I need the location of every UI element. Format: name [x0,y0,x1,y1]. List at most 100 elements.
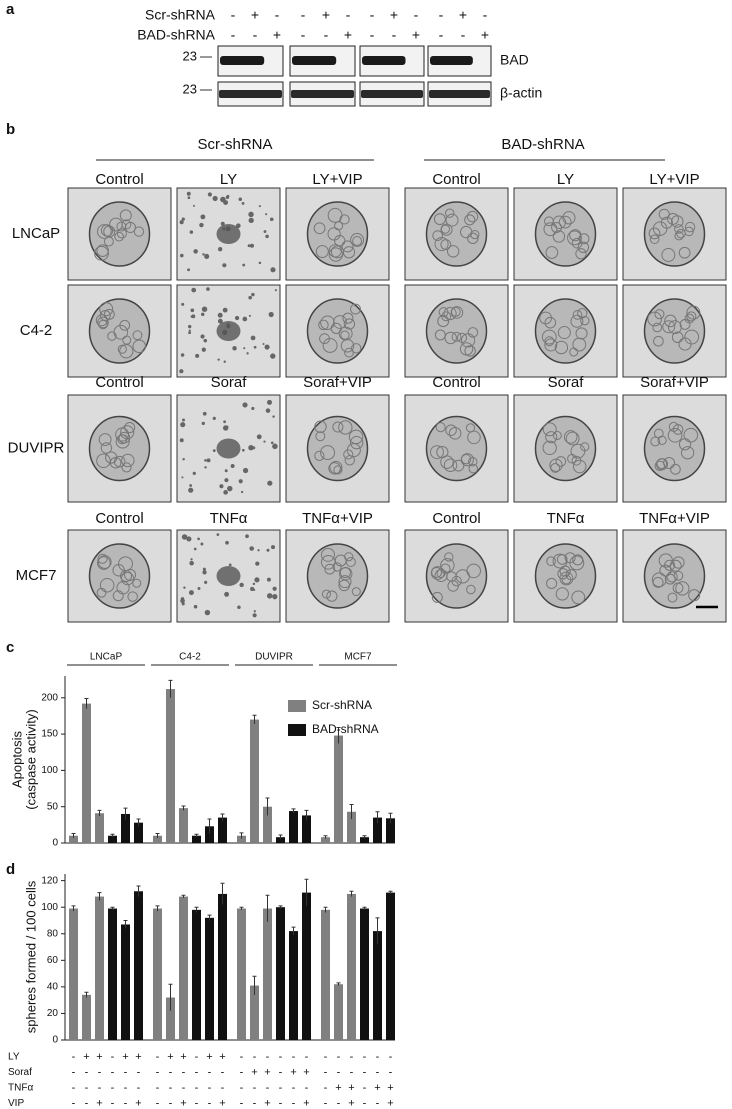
cell [433,213,446,226]
cell [432,230,443,241]
group-label: MCF7 [344,652,372,663]
debris [253,345,257,349]
treatment-sign: - [195,1082,199,1094]
debris [249,546,254,551]
cell [333,465,343,475]
y-tick-label: 0 [52,838,58,849]
cell [430,445,444,460]
cell [545,431,558,444]
treatment-sign: - [85,1082,89,1094]
debris [263,230,267,233]
bar [218,893,227,1040]
debris [204,253,210,259]
cell [109,456,122,469]
treatment-sign: - [324,1051,328,1063]
debris [180,598,185,604]
cell [572,310,583,320]
debris [195,353,200,358]
bar [153,908,162,1040]
cell [660,216,673,229]
debris [206,458,211,463]
cell [460,333,476,348]
treatment-sign: - [195,1051,199,1063]
debris [181,217,185,221]
error-bar [110,833,115,838]
cell [686,305,701,320]
debris [201,306,208,312]
sign: - [439,27,444,43]
debris [258,261,262,265]
cell [99,577,115,593]
cell [554,340,569,355]
cell [544,338,558,352]
treatment-sign: - [292,1097,296,1109]
error-bar [336,727,341,744]
debris [271,545,276,550]
cell [468,457,478,467]
cell [103,308,115,320]
treatment-sign: + [219,1097,225,1109]
debris [265,408,271,413]
debris [265,213,268,216]
sign: + [344,27,352,43]
cell [452,459,465,472]
debris [251,292,255,297]
cell [435,422,446,433]
treatment-sign: + [96,1051,102,1063]
column-header: Soraf [548,374,585,391]
treatment-sign: - [111,1051,115,1063]
debris [203,338,208,343]
column-header: Control [432,171,480,188]
debris [269,217,274,222]
debris [219,484,224,489]
bar [373,931,382,1040]
band [429,90,490,98]
cell [570,314,584,328]
debris [242,263,246,267]
cell [114,231,124,242]
cell [674,231,684,241]
y-axis-label: Apoptosis [9,730,24,788]
debris [251,406,255,411]
debris [223,360,226,363]
error-bar [252,714,257,724]
debris [217,358,220,361]
treatment-sign: + [264,1066,270,1078]
column-header: Soraf+VIP [303,374,372,391]
band [291,90,354,98]
debris [216,533,220,536]
cell [659,564,672,577]
cell [655,458,669,471]
error-bar [278,834,283,840]
debris [183,586,186,589]
debris [181,302,185,306]
debris [224,469,228,473]
cell [460,225,473,239]
debris [212,416,216,421]
debris [188,324,192,329]
cell [575,327,588,340]
cell [346,443,361,458]
cell [571,455,582,466]
treatment-sign: - [305,1082,309,1094]
debris [199,222,204,228]
debris [225,195,230,200]
cell [314,450,325,462]
debris [223,490,228,495]
cell [555,587,569,601]
debris [266,593,273,599]
treatment-sign: - [156,1082,160,1094]
error-bar [304,878,309,906]
error-bar [304,809,309,821]
cell [563,430,578,444]
cell [667,592,678,603]
treatment-sign: - [72,1051,76,1063]
cell [124,422,136,434]
cell [558,215,572,229]
bar [263,806,272,843]
cell [684,329,700,345]
sign: + [459,7,467,23]
bar [218,817,227,843]
cell [132,339,147,354]
treatment-sign: - [363,1051,367,1063]
